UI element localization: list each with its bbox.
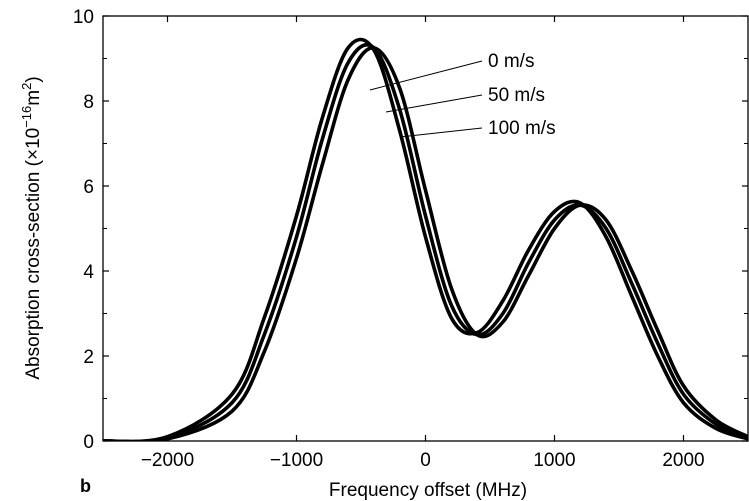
y-axis-ticks: 0 2 4 6 8 10 bbox=[73, 7, 748, 453]
x-tick-label: 1000 bbox=[533, 450, 575, 471]
panel-label: b bbox=[80, 476, 91, 496]
plot-frame bbox=[102, 15, 749, 442]
y-axis-title-unit-exp: 2 bbox=[19, 83, 34, 90]
y-tick-label: 0 bbox=[83, 432, 94, 453]
annotation-layer: 0 m/s 50 m/s 100 m/s bbox=[369, 51, 556, 139]
y-axis-title-close: ) bbox=[23, 76, 44, 82]
x-axis-ticks: −2000 −1000 0 1000 2000 bbox=[141, 16, 705, 471]
series-line-2 bbox=[103, 46, 748, 441]
y-axis-title-unit: m bbox=[23, 90, 44, 106]
y-tick-label: 2 bbox=[83, 347, 94, 368]
annotation-leader bbox=[399, 127, 483, 138]
y-axis-title-main: Absorption cross-section (×10 bbox=[23, 128, 44, 380]
annotation-leader bbox=[385, 94, 483, 113]
series-annotation-label: 100 m/s bbox=[488, 118, 556, 139]
series-line-1 bbox=[103, 42, 748, 441]
y-tick-label: 8 bbox=[83, 92, 94, 113]
series-layer bbox=[103, 37, 748, 441]
y-tick-label: 4 bbox=[83, 262, 94, 283]
x-axis-title: Frequency offset (MHz) bbox=[329, 480, 527, 501]
x-tick-label: −1000 bbox=[270, 450, 323, 471]
y-tick-label: 10 bbox=[73, 7, 94, 28]
y-tick-label: 6 bbox=[83, 177, 94, 198]
x-tick-label: 0 bbox=[420, 450, 431, 471]
y-axis-title: Absorption cross-section (×10−16m2) bbox=[19, 76, 44, 379]
x-tick-label: −2000 bbox=[141, 450, 194, 471]
annotation-leader bbox=[369, 60, 483, 91]
series-annotation-label: 0 m/s bbox=[488, 51, 534, 72]
series-line-0 bbox=[103, 37, 748, 441]
x-tick-label: 2000 bbox=[662, 450, 704, 471]
y-axis-title-exp: −16 bbox=[19, 106, 34, 128]
series-annotation-label: 50 m/s bbox=[488, 85, 545, 106]
